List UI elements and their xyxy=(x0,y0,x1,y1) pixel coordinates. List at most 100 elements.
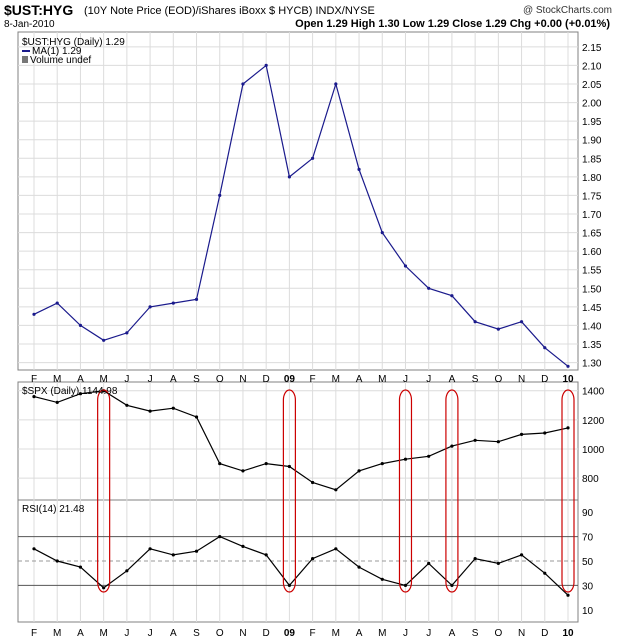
x-tick-label: O xyxy=(216,374,224,385)
rsi-y-tick-label: 50 xyxy=(582,557,594,568)
x-tick-label: J xyxy=(403,628,408,639)
x-tick-label: 10 xyxy=(562,374,574,385)
x-tick-label: J xyxy=(124,628,129,639)
x-tick-label: A xyxy=(77,628,84,639)
price-y-tick-label: 2.15 xyxy=(582,43,602,54)
rsi-point xyxy=(519,553,524,557)
rsi-point xyxy=(264,553,268,557)
spx-y-tick-label: 1200 xyxy=(582,416,605,427)
price-y-tick-label: 1.70 xyxy=(582,210,602,221)
x-tick-label: M xyxy=(378,374,386,385)
price-panel-frame xyxy=(17,31,579,371)
x-tick-label: M xyxy=(99,628,107,639)
x-tick-label: J xyxy=(148,628,153,639)
spx-point xyxy=(218,462,222,466)
volume-legend-swatch xyxy=(22,56,28,63)
x-tick-label: S xyxy=(193,374,200,385)
spx-point xyxy=(519,432,524,436)
rsi-point xyxy=(55,559,59,563)
x-tick-label: N xyxy=(518,628,525,639)
spx-point xyxy=(496,440,500,444)
x-tick-label: N xyxy=(239,628,246,639)
chart-symbol: $UST:HYG xyxy=(4,2,74,18)
spx-point xyxy=(566,426,570,430)
x-tick-label: M xyxy=(53,628,61,639)
spx-point xyxy=(55,400,59,404)
price-y-tick-label: 1.95 xyxy=(582,117,602,128)
rsi-y-tick-label: 90 xyxy=(582,508,594,519)
ust-hyg-point xyxy=(311,156,315,160)
spx-point xyxy=(125,403,129,407)
x-tick-label: A xyxy=(449,628,456,639)
rsi-point xyxy=(78,565,83,569)
rsi-low-highlight xyxy=(445,389,459,593)
x-tick-label: M xyxy=(53,374,61,385)
x-tick-label: J xyxy=(124,374,129,385)
price-y-tick-label: 1.90 xyxy=(582,136,602,147)
spx-line xyxy=(33,390,569,491)
ust-hyg-point xyxy=(427,286,431,290)
ust-hyg-point xyxy=(55,301,59,305)
price-y-tick-label: 1.75 xyxy=(582,191,602,202)
rsi-point xyxy=(125,569,129,573)
spx-point xyxy=(543,431,547,435)
ust-hyg-point xyxy=(148,305,152,309)
rsi-low-highlight xyxy=(282,389,296,593)
rsi-y-tick-label: 10 xyxy=(582,606,594,617)
ust-hyg-point xyxy=(496,327,500,331)
x-tick-label: S xyxy=(472,628,479,639)
ust-hyg-point xyxy=(450,294,454,298)
ust-hyg-point xyxy=(334,82,338,86)
x-tick-label: D xyxy=(263,374,270,385)
spx-point xyxy=(171,406,175,410)
spx-point xyxy=(334,488,338,492)
spx-y-tick-label: 1000 xyxy=(582,445,605,456)
ust-hyg-point xyxy=(78,323,83,327)
ust-hyg-point xyxy=(241,82,245,86)
ust-hyg-point xyxy=(218,193,222,197)
ust-hyg-point xyxy=(171,301,175,305)
rsi-point xyxy=(32,547,36,551)
spx-point xyxy=(427,454,431,458)
x-tick-label: N xyxy=(239,374,246,385)
rsi-y-tick-label: 70 xyxy=(582,533,594,544)
ohlc-readout: Open 1.29 High 1.30 Low 1.29 Close 1.29 … xyxy=(295,18,610,30)
ust-hyg-point xyxy=(473,320,477,324)
spx-point xyxy=(287,464,291,469)
rsi-point xyxy=(427,561,431,566)
ust-hyg-line xyxy=(33,64,569,367)
price-y-tick-label: 1.65 xyxy=(582,229,602,240)
ust-hyg-point xyxy=(194,297,199,301)
price-y-tick-label: 1.50 xyxy=(582,284,602,295)
rsi-point xyxy=(148,547,152,551)
spx-point xyxy=(450,444,454,448)
rsi-point xyxy=(287,583,291,588)
spx-y-tick-label: 800 xyxy=(582,474,599,485)
ust-hyg-point xyxy=(125,331,129,335)
price-y-tick-label: 1.60 xyxy=(582,247,602,258)
spx-point xyxy=(311,480,315,485)
ust-hyg-point xyxy=(543,346,547,350)
ust-hyg-point xyxy=(264,63,268,67)
price-legend-label: $UST:HYG (Daily) 1.29 xyxy=(22,37,125,48)
x-tick-label: M xyxy=(332,374,340,385)
x-tick-label: J xyxy=(148,374,153,385)
ma-legend-label: MA(1) 1.29 xyxy=(32,46,82,57)
x-tick-label: D xyxy=(263,628,270,639)
spx-point xyxy=(380,462,384,466)
rsi-y-tick-label: 30 xyxy=(582,581,594,592)
x-tick-label: F xyxy=(310,374,316,385)
x-tick-label: F xyxy=(310,628,316,639)
spx-point xyxy=(148,409,152,413)
spx-point xyxy=(357,469,361,473)
price-y-tick-label: 1.45 xyxy=(582,303,602,314)
x-tick-label: J xyxy=(426,374,431,385)
x-tick-label: J xyxy=(426,628,431,639)
rsi-point xyxy=(357,565,361,569)
rsi-low-highlight xyxy=(97,389,111,593)
rsi-point xyxy=(241,544,245,549)
x-tick-label: D xyxy=(541,628,548,639)
rsi-point xyxy=(194,549,199,553)
volume-legend-label: Volume undef xyxy=(30,55,91,66)
x-tick-label: A xyxy=(356,374,363,385)
